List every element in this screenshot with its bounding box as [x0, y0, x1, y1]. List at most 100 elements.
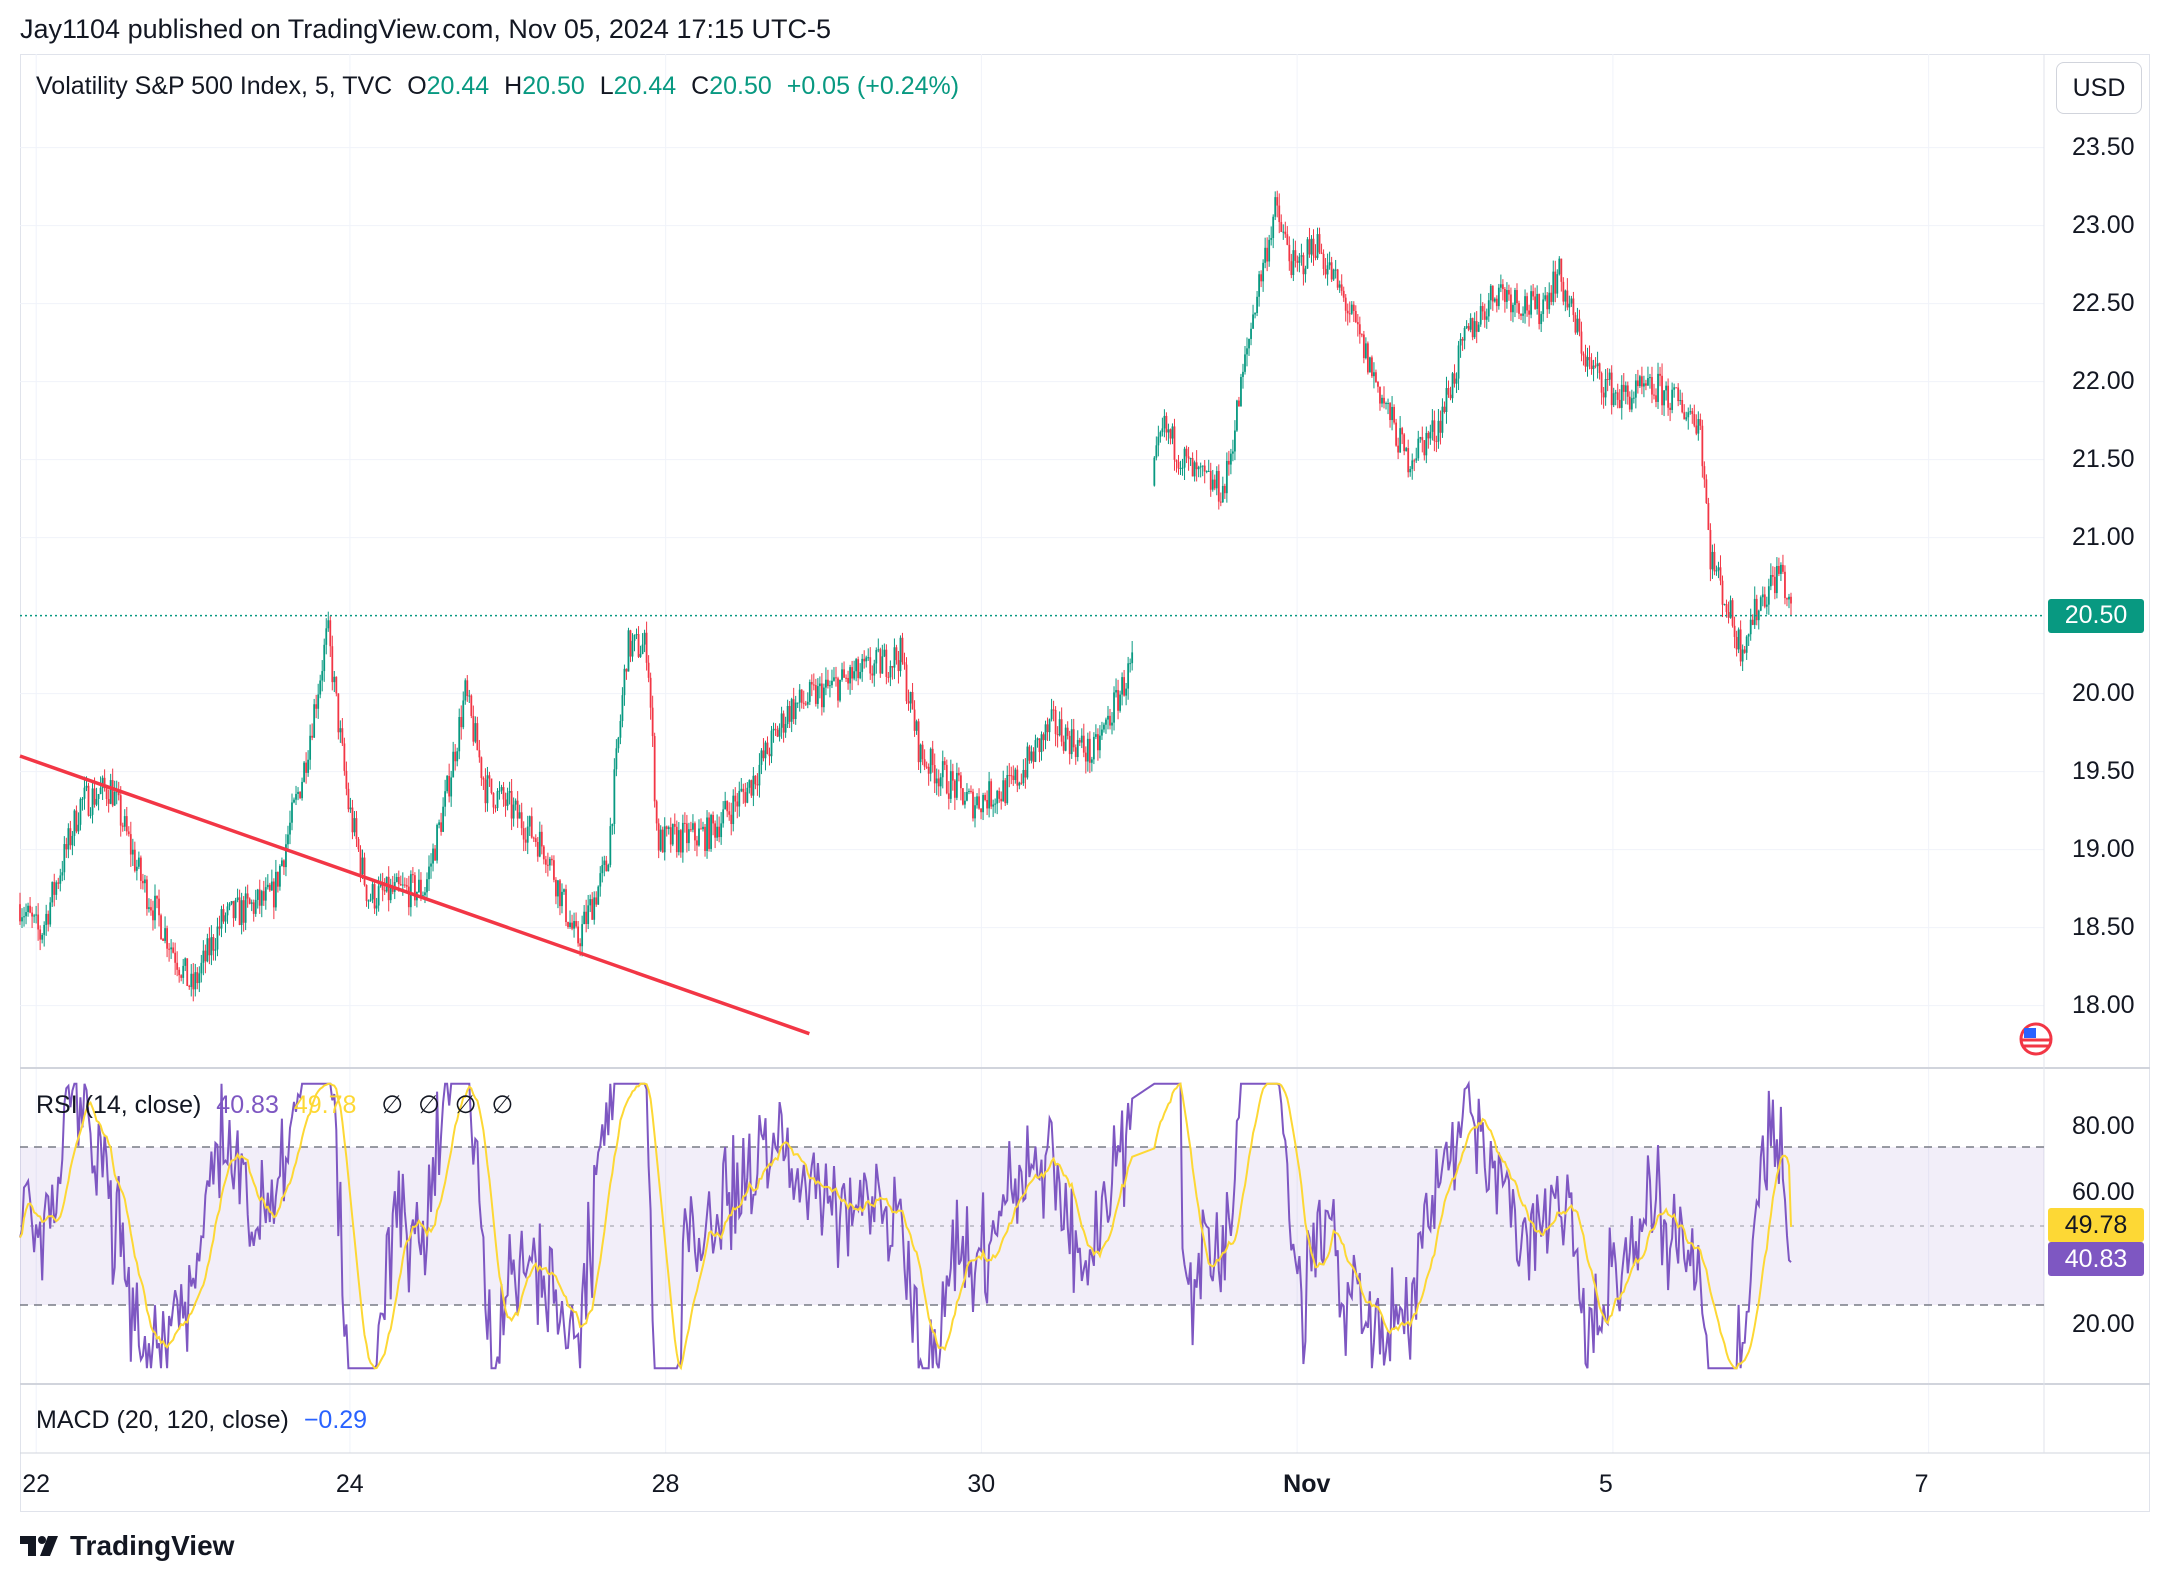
candle-body	[762, 750, 765, 759]
candle-body	[657, 823, 660, 851]
candle-body	[1034, 740, 1037, 762]
candle-body	[651, 707, 654, 737]
candle-body	[1552, 271, 1555, 302]
change-value: +0.05 (+0.24%)	[786, 72, 960, 100]
candle-body	[329, 620, 332, 647]
candle-body	[758, 764, 761, 786]
candle-body	[347, 788, 350, 810]
candle-body	[208, 938, 211, 956]
candle-body	[1687, 412, 1690, 418]
candle-body	[734, 795, 737, 802]
time-axis-label: 24	[335, 1470, 364, 1498]
candle-body	[1197, 467, 1200, 470]
candle-body	[843, 669, 845, 678]
candle-body	[782, 713, 785, 733]
candle-body	[212, 937, 215, 951]
candle-body	[553, 860, 555, 880]
candle-body	[1373, 372, 1375, 377]
candle-body	[21, 917, 23, 922]
candle-body	[194, 972, 197, 990]
symbol-name[interactable]: Volatility S&P 500 Index, 5, TVC	[36, 72, 393, 100]
candle-body	[1501, 284, 1504, 290]
macd-title[interactable]: MACD (20, 120, close)	[36, 1406, 289, 1434]
candle-body	[1560, 258, 1563, 282]
candle-body	[1699, 419, 1702, 426]
rsi-axis-80: 80.00	[2072, 1112, 2135, 1140]
macd-legend[interactable]: MACD (20, 120, close) −0.29	[36, 1406, 375, 1435]
candle-body	[617, 737, 620, 749]
candle-body	[740, 788, 743, 791]
candle-body	[148, 907, 150, 909]
candle-body	[1524, 296, 1526, 314]
candle-body	[732, 795, 735, 825]
candle-body	[399, 884, 402, 886]
candle-body	[716, 826, 719, 838]
candle-body	[1074, 747, 1077, 758]
candle-body	[1350, 304, 1353, 314]
candle-body	[204, 950, 207, 962]
candle-body	[663, 826, 666, 853]
candle-body	[960, 775, 962, 789]
candle-body	[1717, 567, 1720, 571]
candle-body	[897, 660, 900, 672]
candle-body	[802, 702, 805, 704]
candle-body	[89, 814, 92, 816]
candle-body	[411, 874, 414, 876]
footer-brand[interactable]: TradingView	[20, 1530, 234, 1562]
candle-body	[1761, 594, 1764, 598]
candle-body	[1024, 769, 1027, 778]
candle-body	[770, 730, 773, 757]
rsi-legend[interactable]: RSI (14, close) 40.83 49.78 ∅ ∅ ∅ ∅	[36, 1090, 521, 1120]
price-axis-label: 18.00	[2072, 990, 2135, 1019]
candle-body	[1495, 298, 1498, 307]
candle-body	[530, 816, 533, 838]
candle-body	[39, 929, 42, 940]
candle-body	[1723, 604, 1726, 606]
candle-body	[627, 630, 630, 672]
candle-body	[893, 647, 896, 668]
candle-body	[970, 790, 972, 792]
rsi-title[interactable]: RSI (14, close)	[36, 1091, 202, 1119]
candle-body	[1558, 258, 1561, 275]
candle-body	[1608, 372, 1611, 380]
candle-body	[1038, 738, 1041, 753]
candle-body	[1499, 284, 1502, 288]
candle-body	[1600, 373, 1603, 393]
candle-body	[1097, 734, 1099, 751]
flag-icon[interactable]	[2019, 1022, 2053, 1056]
candle-body	[1661, 375, 1663, 406]
candle-body	[1616, 392, 1619, 400]
candle-body	[968, 790, 970, 792]
candle-body	[1506, 290, 1508, 302]
candle-body	[218, 926, 221, 929]
time-axis-label: 7	[1914, 1470, 1929, 1498]
candle-body	[704, 826, 706, 851]
candle-body	[1338, 284, 1341, 288]
candle-body	[93, 788, 96, 805]
candle-body	[1000, 798, 1003, 802]
candle-body	[1518, 303, 1520, 314]
candle-body	[1348, 313, 1351, 315]
candle-body	[1713, 551, 1716, 572]
candle-body	[665, 826, 668, 829]
candle-body	[953, 780, 956, 798]
candle-body	[1022, 769, 1025, 784]
candle-body	[879, 649, 882, 674]
currency-button[interactable]: USD	[2056, 62, 2142, 114]
candle-body	[119, 795, 122, 826]
main-legend[interactable]: Volatility S&P 500 Index, 5, TVC O20.44 …	[36, 72, 967, 101]
candle-body	[639, 653, 642, 657]
price-axis-label: 22.50	[2072, 288, 2135, 317]
candle-body	[1213, 479, 1216, 489]
chart-frame	[20, 54, 2150, 1512]
candle-body	[599, 873, 602, 887]
candle-body	[647, 662, 650, 678]
candle-body	[1691, 411, 1694, 415]
candle-body	[1566, 290, 1569, 308]
candle-body	[361, 857, 364, 875]
rsi-axis-60: 60.00	[2072, 1178, 2135, 1206]
candle-body	[331, 646, 334, 683]
candle-body	[1308, 239, 1311, 255]
candle-body	[281, 860, 283, 866]
candle-body	[1090, 759, 1093, 763]
